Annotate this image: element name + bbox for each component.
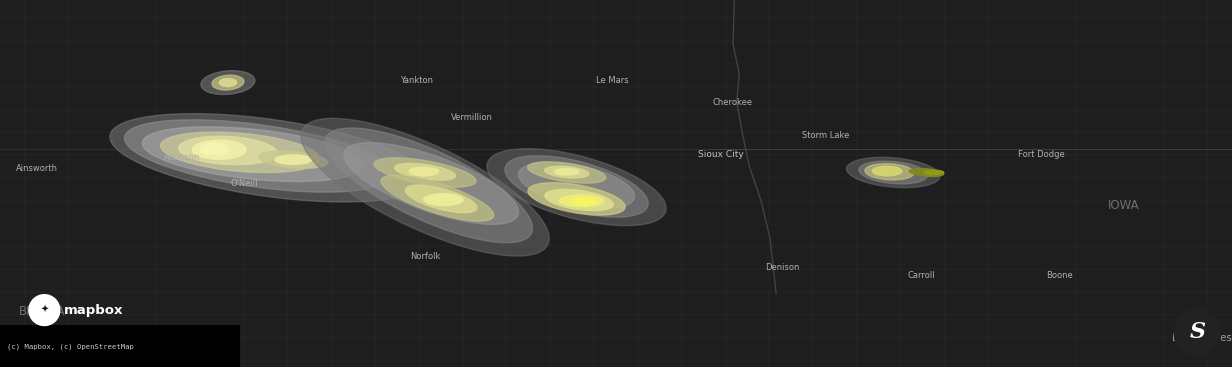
Ellipse shape [865, 164, 914, 180]
Text: Fort Dodge: Fort Dodge [1018, 150, 1064, 159]
Ellipse shape [554, 168, 579, 175]
Ellipse shape [405, 185, 477, 213]
Circle shape [1174, 309, 1221, 356]
Ellipse shape [424, 194, 463, 206]
Text: Cherokee: Cherokee [713, 98, 753, 107]
Ellipse shape [872, 166, 902, 176]
Text: Vermillion: Vermillion [451, 113, 493, 122]
Ellipse shape [259, 151, 328, 168]
Text: Yankton: Yankton [400, 76, 432, 85]
Ellipse shape [325, 128, 532, 243]
Ellipse shape [505, 156, 648, 217]
Ellipse shape [529, 183, 625, 215]
Ellipse shape [545, 189, 614, 211]
Ellipse shape [344, 143, 519, 224]
Text: Le Mars: Le Mars [596, 76, 628, 85]
Ellipse shape [212, 75, 244, 90]
Ellipse shape [846, 157, 940, 188]
Ellipse shape [301, 118, 549, 256]
Ellipse shape [409, 167, 439, 176]
Text: Denison: Denison [765, 264, 800, 272]
Ellipse shape [142, 127, 363, 182]
Ellipse shape [545, 166, 589, 178]
Ellipse shape [859, 161, 928, 184]
Text: Norfolk: Norfolk [410, 252, 440, 261]
Text: IOWA: IOWA [1108, 199, 1140, 212]
Ellipse shape [192, 140, 246, 159]
Ellipse shape [375, 158, 476, 187]
Text: O'Neill: O'Neill [230, 179, 257, 188]
Ellipse shape [909, 168, 944, 177]
FancyBboxPatch shape [0, 325, 240, 367]
Text: BRASKA: BRASKA [18, 305, 65, 319]
Text: Des Moines: Des Moines [1173, 333, 1232, 343]
Text: S: S [1189, 321, 1206, 343]
Text: Boone: Boone [1046, 271, 1073, 280]
Ellipse shape [572, 198, 596, 205]
Ellipse shape [275, 155, 312, 164]
Ellipse shape [160, 132, 320, 172]
Text: Carroll: Carroll [908, 271, 935, 280]
Ellipse shape [394, 163, 456, 180]
Ellipse shape [559, 195, 604, 207]
Ellipse shape [924, 170, 944, 175]
Ellipse shape [110, 114, 428, 202]
Ellipse shape [201, 70, 255, 95]
Ellipse shape [527, 162, 606, 183]
Text: Sioux City: Sioux City [697, 150, 744, 159]
Circle shape [28, 295, 60, 326]
Ellipse shape [219, 79, 237, 87]
Text: Storm Lake: Storm Lake [802, 131, 849, 140]
Text: ✦: ✦ [41, 305, 48, 315]
Text: Atkinson: Atkinson [164, 153, 201, 162]
Ellipse shape [381, 175, 494, 221]
Ellipse shape [200, 143, 229, 155]
Text: (c) Mapbox, (c) OpenStreetMap: (c) Mapbox, (c) OpenStreetMap [7, 344, 134, 350]
Ellipse shape [124, 120, 393, 192]
Text: mapbox: mapbox [64, 304, 123, 317]
Ellipse shape [487, 149, 667, 226]
Ellipse shape [519, 162, 634, 208]
Text: Ainsworth: Ainsworth [16, 164, 58, 173]
Ellipse shape [179, 136, 277, 165]
